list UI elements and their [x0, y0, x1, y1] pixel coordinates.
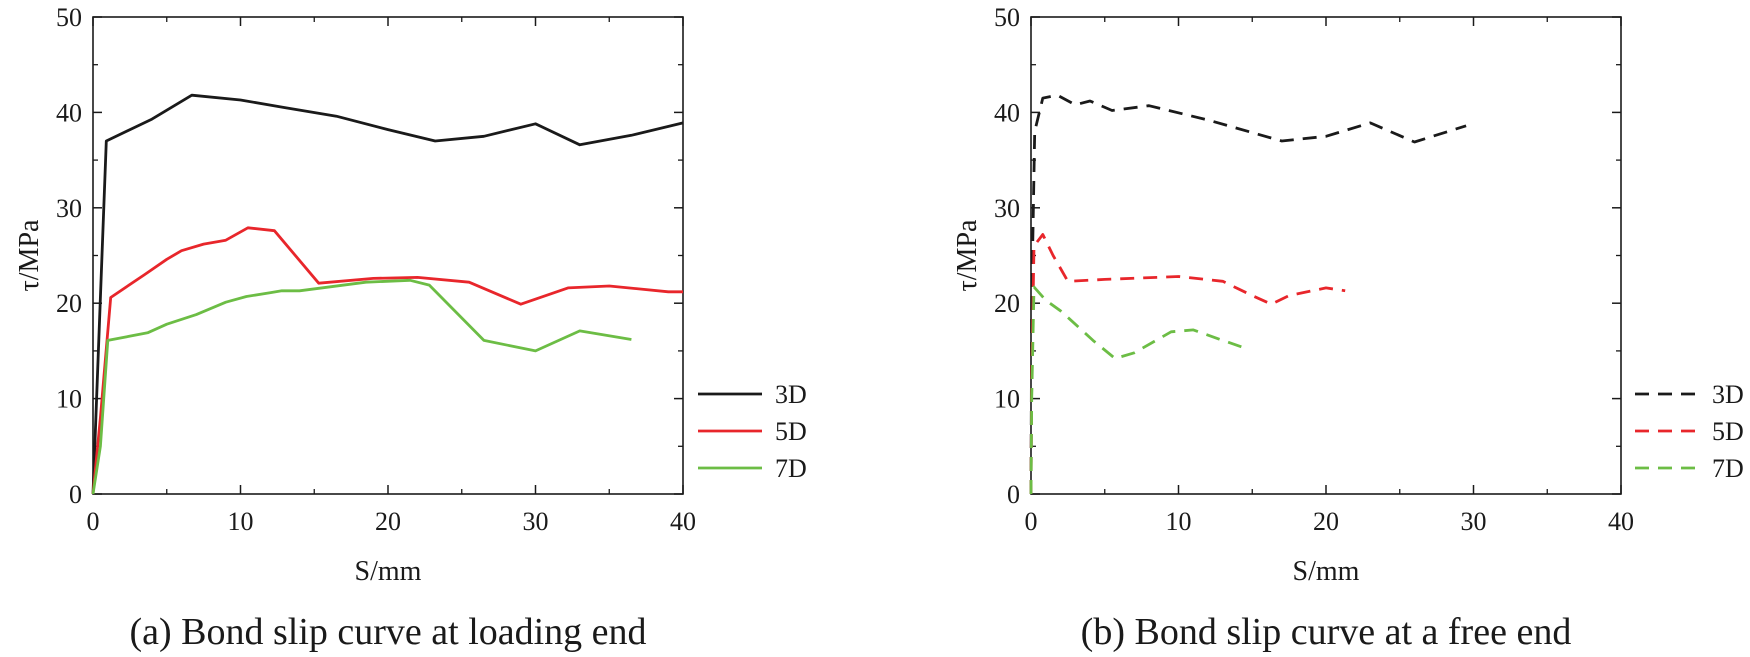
- x-tick-label: 20: [375, 507, 401, 536]
- legend: 3D 5D 7D: [1635, 380, 1744, 483]
- y-tick-label: 20: [56, 289, 82, 318]
- y-tick-label: 0: [69, 480, 82, 509]
- chart-panel-a: 0 10 20 30 40 0 10 20 30 40 50 S/mm τ/MPa 3D 5D 7D (a) B…: [14, 3, 807, 653]
- legend-label-7d: 7D: [775, 454, 807, 483]
- y-tick-label: 50: [994, 3, 1020, 32]
- plot-frame: [1030, 16, 1622, 495]
- x-tick-label: 0: [1025, 507, 1038, 536]
- legend-label-3d: 3D: [775, 380, 807, 409]
- x-tick-label: 20: [1313, 507, 1339, 536]
- chart-caption: (b) Bond slip curve at a free end: [1081, 611, 1572, 653]
- plot-frame: [92, 16, 684, 495]
- legend-label-5d: 5D: [1712, 417, 1744, 446]
- x-axis-label: S/mm: [355, 556, 422, 587]
- legend: 3D 5D 7D: [698, 380, 807, 483]
- series-line-3d: [91, 93, 684, 495]
- series-line-7d: [91, 278, 632, 495]
- x-axis-label: S/mm: [1293, 556, 1360, 587]
- series-line-3d: [1029, 93, 1467, 495]
- y-axis-label: τ/MPa: [952, 219, 983, 292]
- y-tick-label: 30: [56, 194, 82, 223]
- y-tick-label: 40: [56, 98, 82, 127]
- y-tick-label: 50: [56, 3, 82, 32]
- x-tick-label: 30: [1461, 507, 1487, 536]
- chart-caption: (a) Bond slip curve at loading end: [129, 611, 646, 653]
- series-line-7d: [1029, 285, 1246, 495]
- series-line-5d: [91, 226, 683, 495]
- legend-label-3d: 3D: [1712, 380, 1744, 409]
- y-tick-label: 10: [56, 385, 82, 414]
- series-line-5d: [1029, 233, 1346, 495]
- x-tick-label: 40: [1608, 507, 1634, 536]
- y-tick-label: 0: [1007, 480, 1020, 509]
- x-tick-label: 30: [523, 507, 549, 536]
- x-tick-label: 40: [670, 507, 696, 536]
- x-tick-label: 10: [228, 507, 254, 536]
- x-tick-label: 10: [1166, 507, 1192, 536]
- y-tick-label: 10: [994, 385, 1020, 414]
- chart-panel-b: 0 10 20 30 40 0 10 20 30 40 50 S/mm τ/MPa 3D 5D 7D (b) B…: [952, 3, 1744, 653]
- y-tick-label: 30: [994, 194, 1020, 223]
- y-axis-label: τ/MPa: [14, 219, 45, 292]
- legend-label-5d: 5D: [775, 417, 807, 446]
- y-tick-label: 20: [994, 289, 1020, 318]
- legend-label-7d: 7D: [1712, 454, 1744, 483]
- y-tick-label: 40: [994, 98, 1020, 127]
- x-tick-label: 0: [87, 507, 100, 536]
